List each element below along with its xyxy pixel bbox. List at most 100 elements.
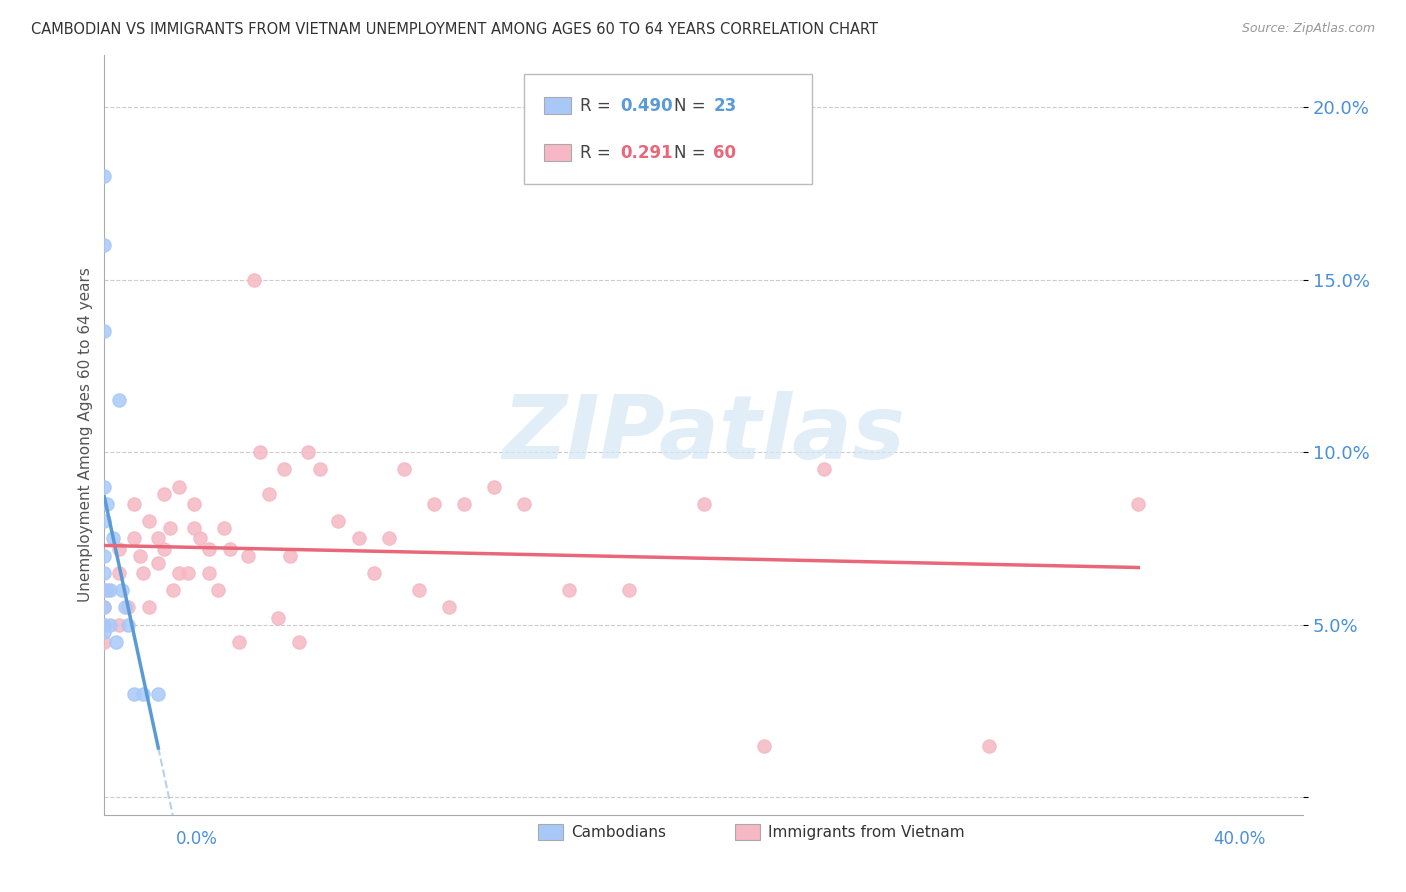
Text: ZIPatlas: ZIPatlas (502, 392, 905, 478)
Point (207, 583, 229, 598)
Text: Source: ZipAtlas.com: Source: ZipAtlas.com (1241, 22, 1375, 36)
Point (273, 462, 295, 476)
Point (132, 687, 155, 701)
Point (93, 635, 115, 649)
Point (100, 617, 122, 632)
Point (93, 617, 115, 632)
Point (93, 324, 115, 338)
Point (257, 486, 280, 500)
Point (103, 532, 125, 546)
Point (198, 541, 221, 556)
Text: 0.0%: 0.0% (176, 830, 218, 847)
Point (188, 532, 211, 546)
Point (93, 600, 115, 615)
Point (129, 549, 152, 563)
Text: 0.490: 0.490 (620, 96, 672, 114)
Point (124, 687, 146, 701)
Point (93, 617, 115, 632)
Point (124, 532, 146, 546)
Point (93, 583, 115, 598)
Point (100, 583, 122, 598)
Text: 40.0%: 40.0% (1213, 830, 1265, 847)
Point (138, 514, 160, 528)
Text: R =: R = (581, 144, 616, 161)
Point (558, 583, 581, 598)
FancyBboxPatch shape (524, 74, 811, 185)
Point (288, 635, 311, 649)
FancyBboxPatch shape (544, 97, 571, 114)
Point (219, 541, 242, 556)
Point (108, 393, 131, 408)
Point (93, 624, 115, 639)
Point (169, 566, 191, 580)
Text: R =: R = (581, 96, 616, 114)
Point (117, 617, 139, 632)
Point (693, 497, 716, 511)
Point (617, 583, 640, 598)
Point (153, 486, 176, 500)
Point (117, 600, 139, 615)
Point (153, 541, 176, 556)
Point (114, 600, 136, 615)
Point (363, 566, 385, 580)
Point (297, 445, 319, 459)
Point (148, 687, 170, 701)
Point (378, 532, 401, 546)
Point (482, 480, 505, 494)
Text: Immigrants from Vietnam: Immigrants from Vietnam (768, 825, 965, 839)
Point (148, 556, 170, 570)
Point (347, 532, 370, 546)
Text: Cambodians: Cambodians (571, 825, 666, 839)
Point (183, 521, 205, 535)
Point (96, 497, 118, 511)
Point (162, 583, 184, 598)
Point (243, 272, 266, 286)
Point (93, 549, 115, 563)
Point (93, 169, 115, 183)
Point (183, 497, 205, 511)
Y-axis label: Unemployment Among Ages 60 to 64 years: Unemployment Among Ages 60 to 64 years (79, 268, 93, 602)
Point (423, 497, 446, 511)
Point (93, 238, 115, 252)
Point (108, 617, 131, 632)
Point (278, 549, 301, 563)
Point (93, 566, 115, 580)
Point (214, 521, 236, 535)
FancyBboxPatch shape (544, 145, 571, 161)
Point (138, 600, 160, 615)
Text: 23: 23 (713, 96, 737, 114)
Point (108, 541, 131, 556)
Point (108, 566, 131, 580)
Point (267, 611, 290, 625)
Point (238, 549, 260, 563)
Point (93, 600, 115, 615)
Point (198, 566, 221, 580)
Point (453, 497, 475, 511)
Point (408, 583, 430, 598)
Text: CAMBODIAN VS IMMIGRANTS FROM VIETNAM UNEMPLOYMENT AMONG AGES 60 TO 64 YEARS CORR: CAMBODIAN VS IMMIGRANTS FROM VIETNAM UNE… (31, 22, 877, 37)
Point (228, 635, 250, 649)
Point (813, 462, 835, 476)
Point (132, 566, 155, 580)
Point (309, 462, 332, 476)
Point (392, 462, 415, 476)
Point (96, 583, 118, 598)
Text: 60: 60 (713, 144, 737, 161)
Text: N =: N = (673, 144, 710, 161)
Text: 0.291: 0.291 (620, 144, 672, 161)
Point (249, 445, 271, 459)
Point (159, 521, 181, 535)
Point (977, 739, 1000, 753)
Point (105, 635, 128, 649)
Point (169, 480, 191, 494)
Point (111, 583, 134, 598)
Point (437, 600, 460, 615)
Point (328, 514, 350, 528)
Text: N =: N = (673, 96, 710, 114)
Point (148, 532, 170, 546)
Point (513, 497, 536, 511)
Point (124, 497, 146, 511)
Point (177, 566, 200, 580)
Point (1128, 497, 1150, 511)
Point (93, 514, 115, 528)
